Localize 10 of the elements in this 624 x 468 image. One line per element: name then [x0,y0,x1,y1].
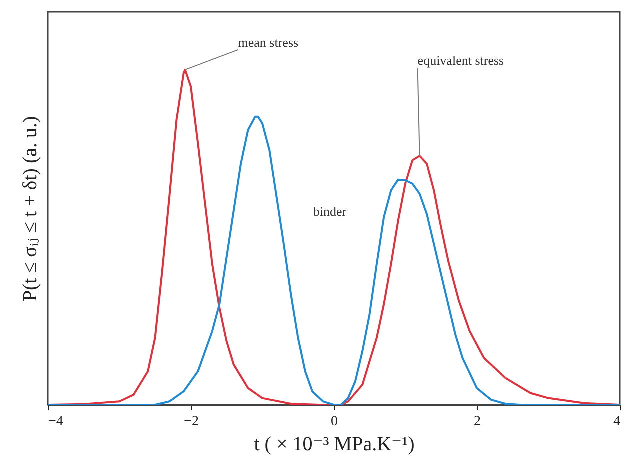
annotation: equivalent stress [418,53,504,68]
x-axis-title: t ( × 10⁻³ MPa.K⁻¹) [254,434,415,456]
x-tick-label: 0 [331,414,338,430]
x-tick-label: −2 [184,414,199,430]
annotation: mean stress [238,34,299,50]
annotation: binder [313,204,348,219]
x-tick-label: 4 [614,414,620,430]
x-tick-label: 2 [474,414,481,430]
x-tick-label: −4 [48,414,64,430]
y-axis-title: P(t ≤ σᵢⱼ ≤ t + δt) (a. u.) [20,116,42,302]
